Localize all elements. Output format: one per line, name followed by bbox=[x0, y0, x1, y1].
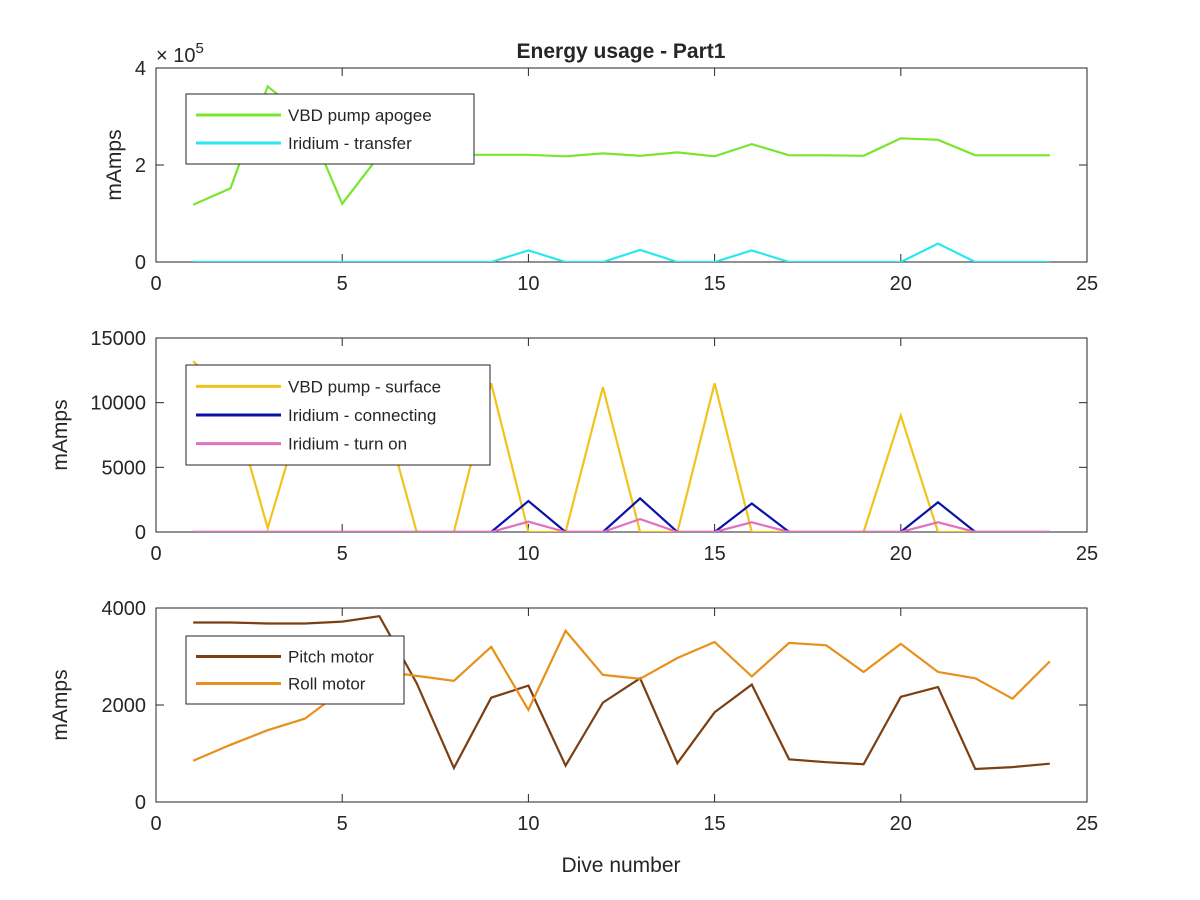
legend-box bbox=[185, 635, 405, 705]
legend-3: Pitch motor Roll motor bbox=[185, 635, 405, 705]
y-tick-label: 15000 bbox=[90, 328, 146, 350]
subplot-1: 0 5 10 15 20 25 0 2 4 × 105 mAmps VBD pump apogee Ir… bbox=[103, 40, 1098, 295]
series-line-1-2 bbox=[193, 242, 1050, 262]
legend-label: Iridium - transfer bbox=[288, 134, 412, 153]
legend-label: VBD pump - surface bbox=[288, 377, 441, 396]
y-tick-label: 4 bbox=[135, 58, 146, 80]
x-tick-label: 15 bbox=[703, 813, 725, 835]
x-tick-label: 25 bbox=[1076, 273, 1098, 295]
y-axis-label: mAmps bbox=[49, 399, 72, 470]
y-tick-label: 2000 bbox=[102, 695, 147, 717]
y-tick-label: 10000 bbox=[90, 393, 146, 415]
series-line-3-1 bbox=[193, 615, 1050, 771]
x-tick-label: 25 bbox=[1076, 813, 1098, 835]
y-tick-label: 2 bbox=[135, 155, 146, 177]
x-tick-label: 5 bbox=[337, 273, 348, 295]
x-axis-label: Dive number bbox=[561, 854, 680, 877]
y-tick-label: 0 bbox=[135, 252, 146, 274]
legend-label: Roll motor bbox=[288, 675, 366, 694]
x-tick-label: 5 bbox=[337, 543, 348, 565]
subplots: 0 5 10 15 20 25 0 2 4 × 105 mAmps VBD pump apogee Ir… bbox=[49, 40, 1098, 835]
x-tick-label: 10 bbox=[517, 813, 539, 835]
x-tick-label: 0 bbox=[150, 543, 161, 565]
legend-label: Pitch motor bbox=[288, 648, 374, 667]
y-axis-label: mAmps bbox=[103, 129, 126, 200]
legend-1: VBD pump apogee Iridium - transfer bbox=[185, 93, 475, 165]
figure-title: Energy usage - Part1 bbox=[517, 40, 726, 63]
y-exponent-label: × 105 bbox=[156, 40, 204, 67]
legend-label: Iridium - turn on bbox=[288, 435, 407, 454]
y-exponent-power: 5 bbox=[195, 40, 203, 57]
x-tick-label: 10 bbox=[517, 273, 539, 295]
x-tick-label: 25 bbox=[1076, 543, 1098, 565]
x-tick-label: 0 bbox=[150, 273, 161, 295]
series-line-1-1 bbox=[192, 84, 1050, 206]
legend-2: VBD pump - surface Iridium - connecting Ir… bbox=[185, 364, 491, 466]
x-tick-label: 5 bbox=[337, 813, 348, 835]
y-tick-label: 4000 bbox=[102, 598, 147, 620]
legend-label: VBD pump apogee bbox=[288, 106, 432, 125]
x-tick-label: 15 bbox=[703, 273, 725, 295]
y-tick-label: 5000 bbox=[102, 457, 147, 479]
y-axis-label: mAmps bbox=[49, 669, 72, 740]
x-tick-label: 10 bbox=[517, 543, 539, 565]
x-tick-label: 20 bbox=[890, 273, 912, 295]
subplot-2: 0 5 10 15 20 25 0 5000 10000 15000 mAmps VBD pump -… bbox=[49, 328, 1098, 565]
x-tick-label: 20 bbox=[890, 543, 912, 565]
series-line-2-2 bbox=[193, 496, 1050, 532]
subplot-3: 0 5 10 15 20 25 0 2000 4000 mAmps Pitch motor Roll … bbox=[49, 598, 1098, 835]
y-tick-label: 0 bbox=[135, 792, 146, 814]
legend-box bbox=[185, 93, 475, 165]
y-tick-label: 0 bbox=[135, 522, 146, 544]
x-tick-label: 15 bbox=[703, 543, 725, 565]
x-tick-label: 20 bbox=[890, 813, 912, 835]
x-tick-label: 0 bbox=[150, 813, 161, 835]
legend-label: Iridium - connecting bbox=[288, 406, 436, 425]
series-line-2-3 bbox=[193, 517, 1050, 532]
